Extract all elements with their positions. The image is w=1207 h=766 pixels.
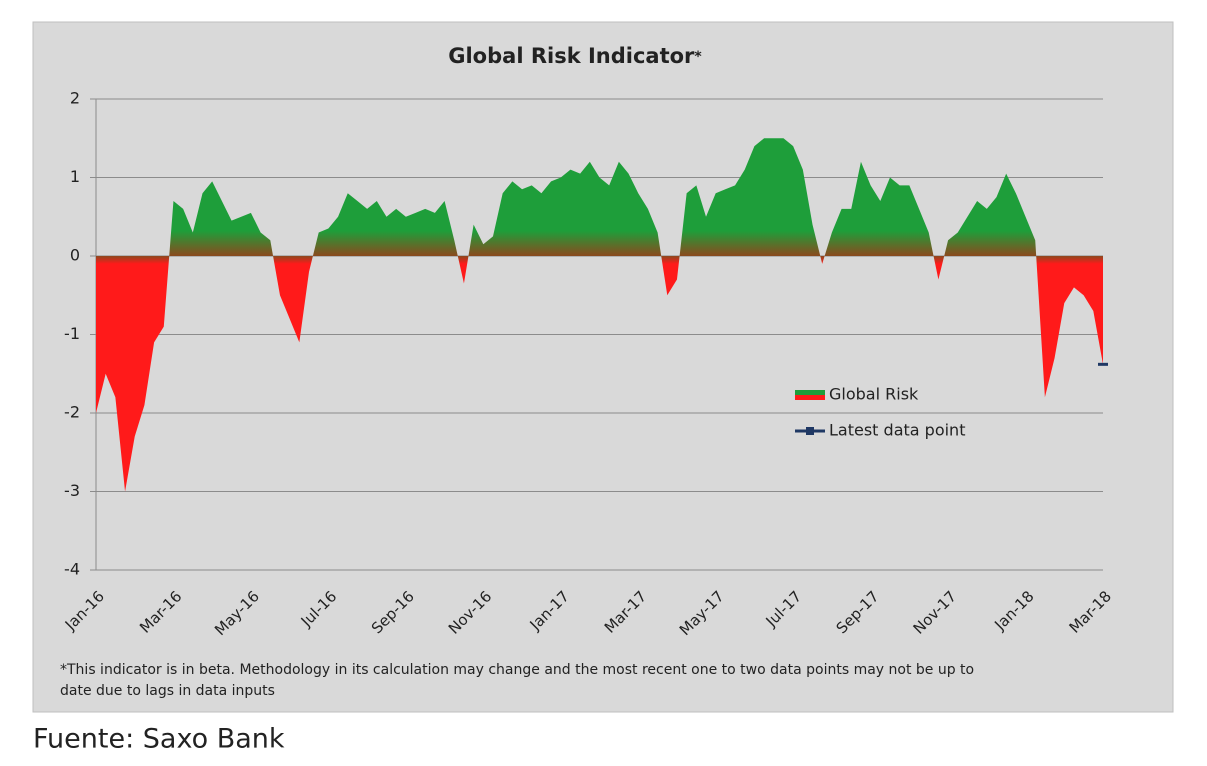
plot-background <box>32 21 1174 713</box>
y-tick-label: 2 <box>70 89 80 108</box>
footnote: *This indicator is in beta. Methodology … <box>60 662 974 678</box>
source: Fuente: Saxo Bank <box>33 724 285 755</box>
legend-swatch <box>795 390 825 395</box>
chart-title: Global Risk Indicator* <box>448 44 702 68</box>
legend-label: Global Risk <box>829 385 919 404</box>
legend-swatch <box>806 427 814 435</box>
area <box>96 138 1103 492</box>
y-tick-label: -1 <box>64 324 80 343</box>
y-tick-label: -3 <box>64 481 80 500</box>
y-tick-label: 0 <box>70 246 80 265</box>
y-tick-label: -2 <box>64 403 80 422</box>
legend-swatch <box>795 395 825 400</box>
footnote: date due to lags in data inputs <box>60 683 275 699</box>
legend-label: Latest data point <box>829 421 965 440</box>
y-tick-label: 1 <box>70 167 80 186</box>
y-tick-label: -4 <box>64 560 80 579</box>
